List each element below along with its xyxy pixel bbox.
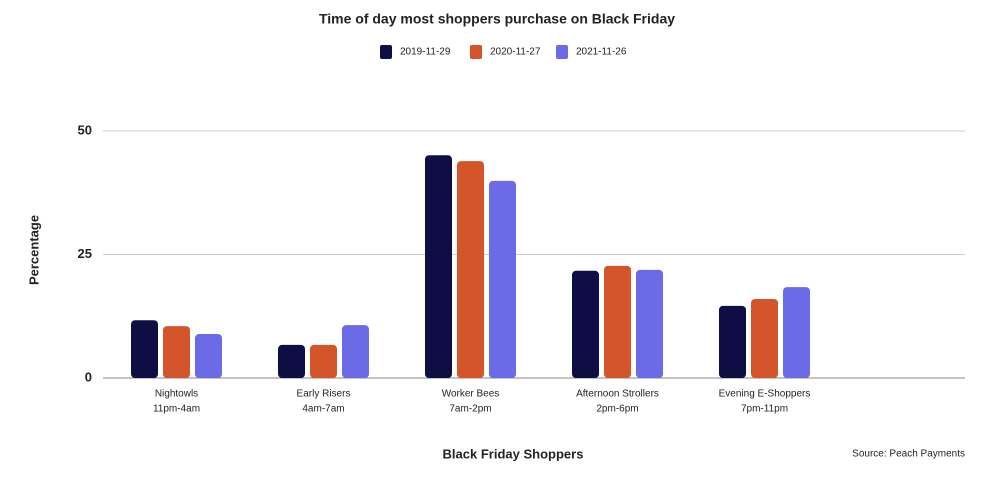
legend-swatch (556, 45, 568, 59)
y-axis-label: Percentage (26, 215, 41, 285)
legend-label: 2019-11-29 (400, 47, 451, 58)
legend-label: 2020-11-27 (490, 47, 541, 58)
bar (457, 161, 484, 378)
x-tick-label: Afternoon Strollers (576, 389, 659, 400)
y-tick-label: 25 (78, 246, 92, 261)
x-axis-label: Black Friday Shoppers (443, 446, 584, 461)
legend-label: 2021-11-26 (576, 47, 627, 58)
bar (751, 298, 778, 378)
bar (163, 326, 190, 378)
bar (131, 320, 158, 378)
bar (572, 270, 599, 378)
x-tick-sublabel: 7pm-11pm (741, 404, 788, 415)
bar (278, 344, 305, 378)
source-note: Source: Peach Payments (852, 449, 965, 460)
bar (719, 305, 746, 378)
chart-title: Time of day most shoppers purchase on Bl… (319, 11, 675, 27)
legend-swatch (470, 45, 482, 59)
legend-swatch (380, 45, 392, 59)
bar (489, 180, 516, 378)
bar (425, 155, 452, 378)
bar (310, 344, 337, 378)
x-tick-sublabel: 2pm-6pm (596, 404, 638, 415)
y-tick-label: 50 (78, 122, 92, 137)
y-tick-label: 0 (85, 369, 92, 384)
bar (195, 334, 222, 378)
x-tick-label: Evening E-Shoppers (719, 389, 811, 400)
x-tick-sublabel: 4am-7am (302, 404, 344, 415)
x-tick-sublabel: 7am-2pm (449, 404, 491, 415)
bar (342, 325, 369, 378)
x-tick-label: Nightowls (155, 389, 198, 400)
x-tick-sublabel: 11pm-4am (153, 404, 200, 415)
bar (604, 265, 631, 378)
x-tick-label: Early Risers (297, 389, 351, 400)
x-tick-label: Worker Bees (442, 389, 500, 400)
bar (636, 269, 663, 378)
bar (783, 287, 810, 378)
